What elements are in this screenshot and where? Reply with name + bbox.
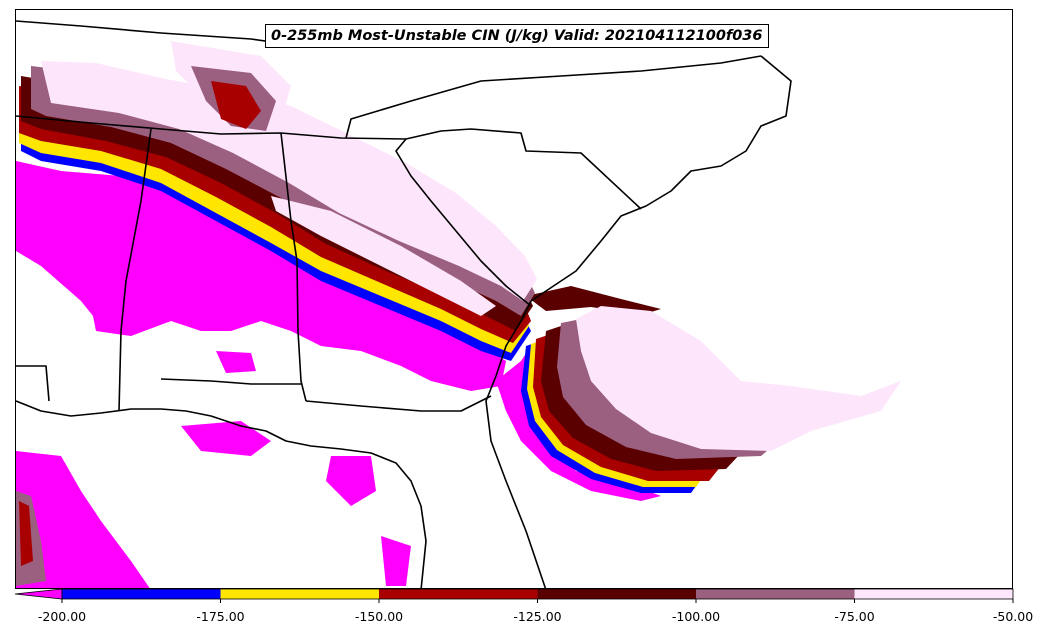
state-line-ms-la (16, 365, 50, 402)
map-panel: 0-255mb Most-Unstable CIN (J/kg) Valid: … (15, 9, 1013, 589)
cin-under-blob-3 (381, 536, 411, 586)
cin-gulfstream-maroon (526, 286, 661, 315)
colorbar-bin (379, 589, 538, 599)
cin-southwest-red (19, 501, 33, 566)
colorbar-tick-label: -125.00 (513, 609, 562, 624)
state-line-ga-sc (395, 138, 532, 307)
cin-under-blob-2 (326, 456, 376, 506)
state-line-al-ms (118, 128, 152, 412)
cin-inner-pink-streak (271, 196, 496, 316)
cin-map (16, 20, 901, 588)
coastline-atlantic (485, 55, 792, 588)
colorbar-tick-label: -50.00 (992, 609, 1034, 624)
state-line-ga-al (280, 132, 307, 402)
state-line-tn (16, 115, 407, 140)
cin-coast-maroon (541, 326, 741, 471)
colorbar-bin (220, 589, 379, 599)
cin-under-blob-5 (91, 301, 171, 336)
cin-under-blob-1 (181, 421, 271, 456)
coastline-gulf (16, 400, 427, 588)
cin-field (16, 41, 901, 588)
cin-band-pink (41, 61, 537, 301)
cin-under-region-gulf (16, 451, 150, 588)
cin-coast-mauve (557, 319, 781, 459)
cin-under-blob-4 (216, 351, 256, 373)
colorbar-bin (62, 589, 221, 599)
colorbar-tick-label: -150.00 (354, 609, 404, 624)
cin-coast-red (533, 334, 721, 481)
cin-coast-pink (576, 306, 901, 451)
colorbar-bin (537, 589, 696, 599)
colorbar-under-extension (14, 588, 63, 600)
colorbar-tick-label: -200.00 (37, 609, 87, 624)
colorbar-bin (696, 589, 855, 599)
state-line-nc-sc (405, 128, 642, 210)
state-line-al-fl (160, 378, 301, 385)
colorbar-bin (854, 589, 1013, 599)
colorbar-tick-label: -75.00 (834, 609, 875, 624)
cin-north-red (211, 81, 261, 129)
map-title: 0-255mb Most-Unstable CIN (J/kg) Valid: … (265, 24, 769, 48)
colorbar-tick-label: -100.00 (671, 609, 721, 624)
state-line-ga-fl (305, 395, 492, 412)
colorbar-tick-label: -175.00 (196, 609, 245, 624)
state-line-va-nc (345, 55, 762, 139)
